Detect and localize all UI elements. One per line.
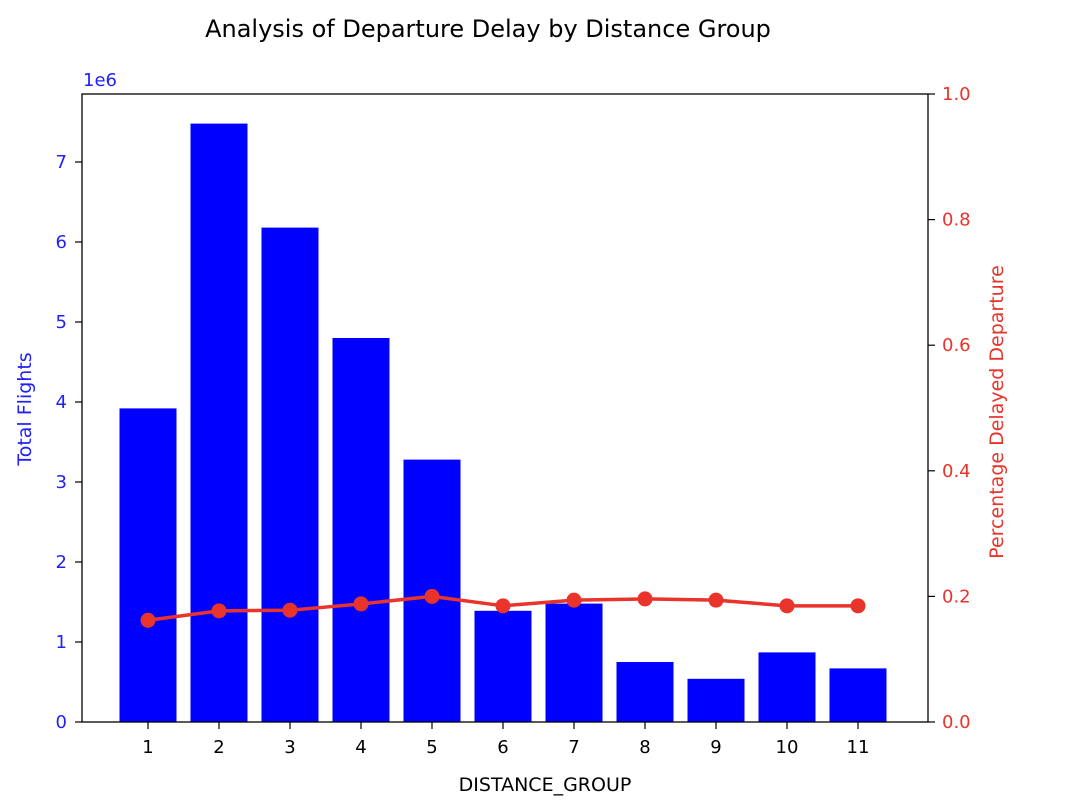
delay-point xyxy=(353,596,369,612)
x-tick-label: 1 xyxy=(142,737,153,758)
chart-title: Analysis of Departure Delay by Distance … xyxy=(205,15,771,43)
y-right-tick-label: 0.0 xyxy=(942,712,971,733)
delay-point xyxy=(211,603,227,619)
y-left-tick-label: 0 xyxy=(56,712,67,733)
y-right-tick-label: 0.4 xyxy=(942,461,971,482)
delay-point xyxy=(495,598,511,614)
delay-point xyxy=(282,602,298,618)
y-left-axis-label: Total Flights xyxy=(14,352,36,466)
y-left-tick-label: 4 xyxy=(56,392,67,413)
delay-point xyxy=(637,591,653,607)
bar xyxy=(616,662,674,722)
y-right-tick-label: 0.2 xyxy=(942,586,971,607)
x-tick-label: 10 xyxy=(776,737,799,758)
x-tick-label: 6 xyxy=(497,737,508,758)
y-right-axis-label: Percentage Delayed Departure xyxy=(986,265,1008,559)
y-left-multiplier: 1e6 xyxy=(83,70,117,91)
x-tick-label: 11 xyxy=(847,737,870,758)
delay-point xyxy=(850,598,866,614)
y-left-tick-label: 2 xyxy=(56,552,67,573)
x-tick-label: 9 xyxy=(710,737,721,758)
delay-point xyxy=(424,588,440,604)
y-left-tick-label: 3 xyxy=(56,472,67,493)
bar xyxy=(545,603,603,722)
bar xyxy=(190,123,248,723)
y-right-tick-label: 0.6 xyxy=(942,335,971,356)
delay-point xyxy=(779,598,795,614)
x-tick-label: 5 xyxy=(426,737,437,758)
x-tick-label: 4 xyxy=(355,737,366,758)
bar xyxy=(474,610,532,722)
y-left-tick-label: 5 xyxy=(56,312,67,333)
delay-point xyxy=(140,612,156,628)
bar xyxy=(261,227,319,722)
delay-point xyxy=(566,592,582,608)
x-tick-label: 2 xyxy=(213,737,224,758)
bar xyxy=(829,668,887,722)
x-tick-label: 7 xyxy=(568,737,579,758)
y-right-tick-label: 0.8 xyxy=(942,210,971,231)
y-left-tick-label: 7 xyxy=(56,152,67,173)
y-left-tick-label: 1 xyxy=(56,632,67,653)
plot-frame xyxy=(81,93,929,723)
bar xyxy=(119,408,177,722)
bar xyxy=(687,678,745,722)
y-right-tick-label: 1.0 xyxy=(942,84,971,105)
x-axis-label: DISTANCE_GROUP xyxy=(459,774,632,796)
x-tick-label: 3 xyxy=(284,737,295,758)
x-tick-label: 8 xyxy=(639,737,650,758)
bar xyxy=(758,652,816,722)
bar xyxy=(332,338,390,722)
delay-point xyxy=(708,592,724,608)
y-left-tick-label: 6 xyxy=(56,232,67,253)
